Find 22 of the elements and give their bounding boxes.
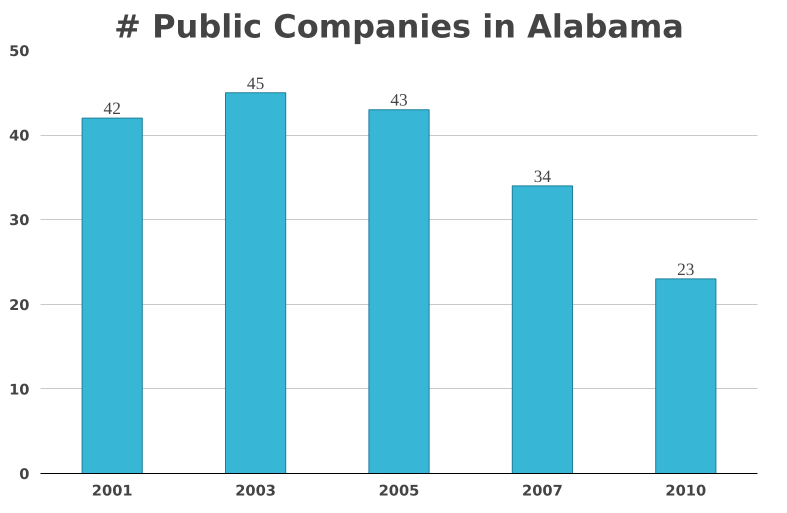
data-label: 42: [104, 99, 121, 118]
bar: [368, 109, 430, 474]
chart-title: # Public Companies in Alabama: [114, 8, 684, 46]
y-tick-label: 40: [9, 128, 30, 145]
y-tick-label: 50: [9, 43, 30, 60]
data-label: 43: [390, 90, 408, 110]
data-label: 23: [677, 260, 694, 279]
data-label: 45: [246, 74, 264, 93]
x-tick-label: 2005: [378, 482, 420, 500]
y-tick-label: 10: [9, 381, 30, 398]
data-label: 34: [534, 166, 552, 186]
x-tick-label: 2007: [522, 482, 563, 500]
y-tick-label: 30: [9, 212, 30, 230]
x-tick-label: 2010: [665, 482, 706, 500]
bar: [82, 118, 143, 474]
bar: [512, 185, 574, 474]
y-tick-label: 0: [19, 466, 30, 483]
y-tick-label: 20: [9, 296, 30, 314]
bar: [655, 278, 716, 474]
bar: [224, 92, 286, 474]
x-tick-label: 2003: [235, 482, 276, 500]
x-tick-label: 2001: [92, 482, 133, 500]
